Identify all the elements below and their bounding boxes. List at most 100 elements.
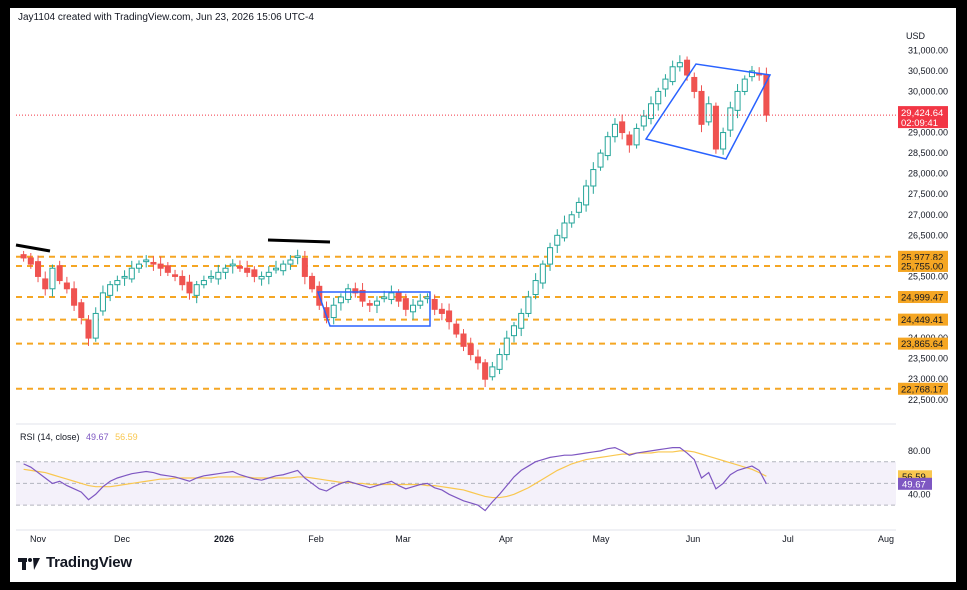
candle-body	[99, 292, 106, 312]
rsi-tag-label: 49.67	[902, 479, 926, 490]
candle-body	[280, 263, 287, 272]
candle-body	[712, 105, 719, 150]
candle-body	[208, 275, 215, 279]
candle-body	[78, 302, 85, 319]
level-price-tag	[898, 291, 948, 304]
candle-body	[619, 121, 626, 134]
diamond-pattern	[644, 63, 772, 160]
candle-body	[272, 267, 280, 271]
candle-body	[229, 263, 236, 267]
candle-body	[410, 304, 417, 313]
flag-pattern	[316, 291, 431, 327]
candle-body	[561, 222, 568, 239]
candle-body	[301, 257, 308, 277]
candle-body	[42, 278, 49, 290]
candle-body	[547, 247, 554, 265]
level-price-label: 23,865.64	[901, 339, 943, 350]
candle-body	[222, 267, 229, 273]
rsi-tag	[898, 477, 932, 490]
candle-body	[200, 280, 207, 286]
candle-body	[474, 356, 481, 364]
candle-body	[633, 127, 640, 146]
candle-body	[71, 288, 78, 306]
candle-body	[373, 300, 380, 306]
candle-body	[172, 274, 179, 277]
candle-body	[424, 296, 431, 300]
candle-body	[698, 90, 705, 125]
level-price-label: 22,768.17	[901, 384, 943, 395]
price-tick-label: 28,500.00	[908, 148, 948, 158]
candle-body	[727, 107, 734, 131]
price-tick-label: 22,500.00	[908, 395, 948, 405]
candle-body	[186, 281, 193, 294]
candle-body	[597, 152, 604, 168]
rsi-band	[16, 461, 896, 506]
candle-body	[337, 296, 344, 304]
candle-body	[56, 265, 63, 282]
price-tick-label: 31,000.00	[908, 45, 948, 55]
candle-body	[583, 185, 590, 206]
candle-body	[359, 289, 366, 302]
time-axis-label: Aug	[878, 534, 894, 544]
candle-body	[604, 136, 611, 157]
candle-body	[244, 267, 251, 273]
last-price-tag	[898, 106, 948, 129]
price-tick-label: 25,500.00	[908, 271, 948, 281]
rsi-legend: RSI (14, close) 49.67 56.59	[20, 432, 138, 442]
candle-body	[330, 304, 337, 319]
candle-body	[626, 134, 633, 146]
candle-body	[590, 169, 597, 187]
last-price-label: 29,424.64	[901, 108, 943, 119]
candle-body	[539, 263, 546, 284]
candle-body	[611, 123, 618, 138]
time-axis-label: May	[592, 534, 610, 544]
candle-body	[92, 312, 99, 339]
candle-body	[309, 275, 316, 290]
candle-body	[662, 78, 669, 90]
candle-body	[518, 312, 525, 329]
candle-body	[496, 354, 503, 370]
drawn-line	[15, 243, 51, 253]
level-price-label: 25,977.82	[901, 252, 943, 263]
candle-body	[121, 275, 128, 279]
time-axis-label: Dec	[114, 534, 131, 544]
level-price-tag	[898, 259, 948, 272]
candle-body	[258, 275, 265, 280]
price-tick-label: 30,500.00	[908, 66, 948, 76]
price-tick-label: 23,000.00	[908, 374, 948, 384]
candle-body	[503, 337, 510, 356]
candle-body	[554, 234, 561, 246]
candle-body	[27, 257, 34, 265]
candle-body	[669, 66, 676, 83]
candle-body	[684, 59, 691, 76]
level-price-tag	[898, 250, 948, 263]
rsi-line	[23, 446, 767, 512]
rsi-ma-line	[23, 450, 767, 499]
candle-body	[734, 90, 741, 111]
time-axis-label: Nov	[30, 534, 47, 544]
rsi-label: RSI (14, close)	[20, 432, 80, 442]
candle-body	[532, 280, 539, 296]
time-axis-label: Feb	[308, 534, 324, 544]
candle-body	[741, 78, 748, 92]
price-tick-label: 28,000.00	[908, 169, 948, 179]
candle-body	[431, 298, 438, 310]
rsi-tick-label: 80.00	[908, 446, 931, 456]
rsi-value: 49.67	[86, 432, 109, 442]
candle-body	[85, 319, 92, 339]
candle-body	[647, 103, 655, 120]
time-axis-label: Apr	[499, 534, 513, 544]
candle-body	[748, 70, 755, 78]
price-chart[interactable]: 22,500.0023,000.0023,500.0024,000.0024,5…	[10, 8, 956, 582]
candle-body	[236, 266, 243, 269]
price-tick-label: 23,500.00	[908, 354, 948, 364]
currency-label: USD	[906, 31, 926, 41]
candle-body	[467, 343, 474, 356]
level-price-label: 24,999.47	[901, 293, 943, 304]
price-tick-label: 30,000.00	[908, 86, 948, 96]
level-price-tag	[898, 337, 948, 350]
rsi-ma-tag-label: 56.59	[902, 472, 926, 483]
time-axis-label: Jun	[686, 534, 701, 544]
level-price-label: 24,449.41	[901, 315, 943, 326]
candle-body	[402, 298, 409, 310]
